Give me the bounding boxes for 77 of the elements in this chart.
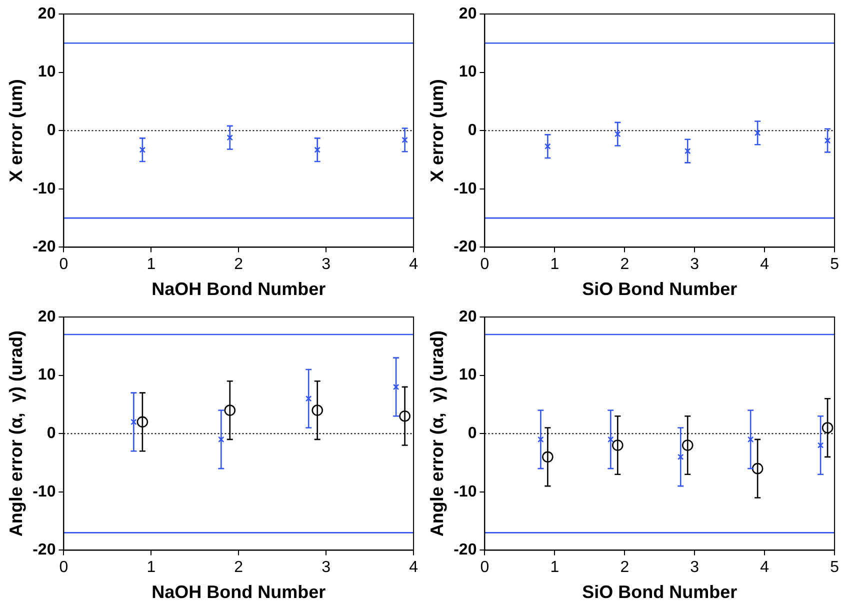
y-tick-label: -20 bbox=[454, 542, 477, 559]
x-tick-label: 1 bbox=[550, 559, 560, 576]
x-tick-label: 2 bbox=[620, 256, 630, 274]
y-tick-label: 10 bbox=[38, 64, 56, 81]
y-tick-label: -20 bbox=[32, 238, 56, 256]
point bbox=[752, 462, 764, 474]
x-axis-title: NaOH Bond Number bbox=[152, 279, 326, 300]
y-tick-label: 0 bbox=[468, 122, 477, 140]
point bbox=[747, 436, 754, 443]
x-tick-label: 5 bbox=[830, 256, 840, 274]
point bbox=[817, 442, 824, 448]
x-tick-label: 5 bbox=[830, 559, 840, 576]
point bbox=[678, 454, 684, 460]
point bbox=[224, 404, 236, 416]
x-tick-label: 0 bbox=[480, 256, 490, 274]
x-tick-label: 1 bbox=[550, 256, 560, 274]
point bbox=[542, 451, 554, 463]
x-tick-label: 3 bbox=[322, 559, 331, 576]
y-tick-label: 20 bbox=[38, 308, 56, 326]
x-tick-label: 1 bbox=[146, 256, 156, 274]
x-tick-label: 0 bbox=[59, 559, 68, 576]
y-axis-title: X error (um) bbox=[6, 79, 26, 182]
y-tick-label: -20 bbox=[32, 542, 56, 559]
y-tick-label: 0 bbox=[46, 122, 56, 140]
point bbox=[754, 130, 761, 136]
point bbox=[614, 130, 621, 138]
point bbox=[226, 134, 234, 141]
y-tick-label: -10 bbox=[454, 180, 477, 198]
point bbox=[682, 440, 694, 451]
y-tick-label: 20 bbox=[458, 308, 477, 326]
y-tick-label: 20 bbox=[38, 5, 56, 22]
point bbox=[684, 148, 691, 154]
point bbox=[312, 404, 323, 416]
x-axis-title: NaOH Bond Number bbox=[152, 582, 326, 602]
x-tick-label: 0 bbox=[480, 559, 490, 576]
y-axis-title: Angle error (α, γ) (urad) bbox=[426, 330, 447, 537]
x-tick-label: 3 bbox=[690, 559, 700, 576]
point bbox=[314, 146, 320, 153]
point bbox=[402, 136, 408, 144]
x-tick-label: 4 bbox=[409, 256, 418, 274]
x-tick-label: 2 bbox=[620, 559, 630, 576]
x-tick-label: 3 bbox=[322, 256, 331, 274]
y-tick-label: 10 bbox=[458, 64, 477, 81]
x-tick-label: 3 bbox=[690, 256, 700, 274]
point bbox=[538, 436, 544, 443]
y-axis-title: X error (um) bbox=[426, 79, 447, 182]
y-axis-title: Angle error (α, γ) (urad) bbox=[6, 330, 26, 537]
point bbox=[608, 436, 614, 443]
y-tick-label: -20 bbox=[454, 238, 477, 256]
x-axis-title: SiO Bond Number bbox=[582, 279, 738, 300]
point bbox=[305, 395, 312, 402]
x-tick-label: 4 bbox=[409, 559, 418, 576]
y-tick-label: 10 bbox=[38, 366, 56, 384]
x-tick-label: 1 bbox=[146, 559, 156, 576]
y-tick-label: -10 bbox=[32, 180, 56, 198]
x-tick-label: 4 bbox=[760, 256, 770, 274]
y-tick-label: -10 bbox=[454, 483, 477, 500]
point bbox=[399, 410, 410, 422]
point bbox=[824, 137, 831, 144]
point bbox=[130, 418, 137, 426]
point bbox=[218, 436, 224, 443]
x-tick-label: 2 bbox=[234, 559, 244, 576]
point bbox=[136, 416, 148, 428]
y-tick-label: -10 bbox=[32, 483, 56, 500]
y-tick-label: 20 bbox=[458, 5, 477, 22]
point bbox=[822, 422, 834, 434]
y-tick-label: 0 bbox=[468, 425, 477, 442]
point bbox=[392, 384, 400, 390]
x-axis-title: SiO Bond Number bbox=[582, 582, 738, 602]
point bbox=[544, 143, 551, 150]
x-tick-label: 0 bbox=[59, 256, 68, 274]
x-tick-label: 2 bbox=[234, 256, 244, 274]
point bbox=[612, 440, 624, 451]
x-tick-label: 4 bbox=[760, 559, 770, 576]
y-tick-label: 0 bbox=[46, 425, 56, 442]
y-tick-label: 10 bbox=[458, 366, 477, 384]
point bbox=[139, 146, 146, 153]
